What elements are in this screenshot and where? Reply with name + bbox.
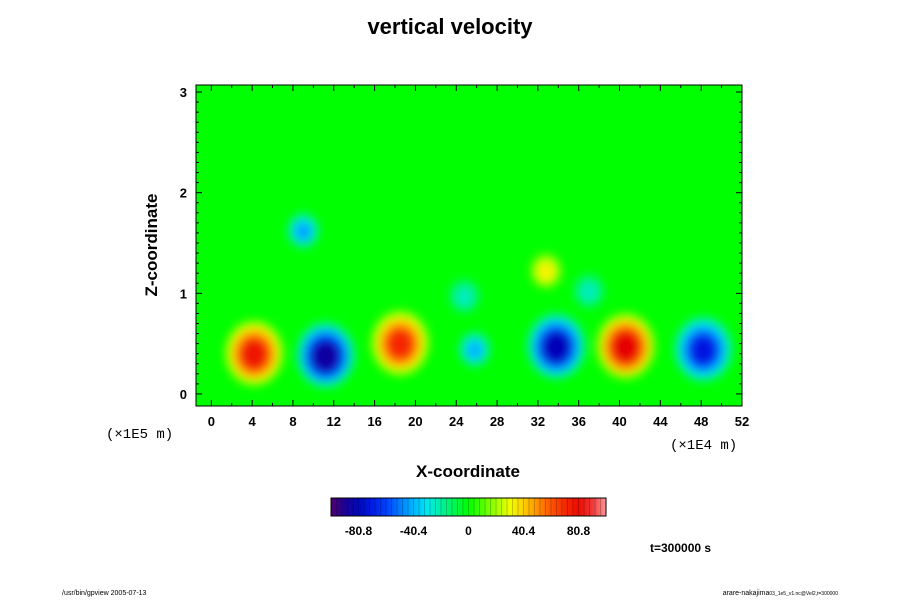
footer-right-small: 03_1e5_v1.nc@Vel2,t=300000 [769,591,838,597]
x-tick-label: 36 [571,414,585,429]
colorbar-tick-label: 0 [465,524,472,538]
heatmap-cell [295,223,311,240]
x-axis-label: X-coordinate [416,462,520,481]
x-scale-note: (×1E4 m) [670,438,737,454]
x-tick-label: 0 [208,414,215,429]
heatmap-cell [387,329,414,360]
x-tick-label: 4 [249,414,257,429]
heatmap-cell [241,339,268,370]
heatmap-cell [612,332,639,363]
colorbar [330,497,607,517]
x-tick-label: 24 [449,414,464,429]
x-tick-label: 8 [289,414,296,429]
colorbar-tick-label: 80.8 [567,524,591,538]
plot-frame [195,84,743,407]
x-tick-label: 32 [531,414,545,429]
heatmap-cell [690,335,717,366]
y-tick-label: 3 [180,85,187,100]
x-tick-label: 52 [735,414,749,429]
heatmap-cell [581,284,597,301]
y-tick-label: 2 [180,186,187,201]
y-tick-label: 0 [180,387,187,402]
colorbar-tick-label: -40.4 [400,524,428,538]
heatmap-cell [543,332,570,363]
y-tick-label: 1 [180,286,187,301]
time-label: t=300000 s [650,541,712,555]
y-scale-note: (×1E5 m) [106,427,173,443]
heatmap-cell [457,289,472,306]
x-tick-label: 20 [408,414,422,429]
x-tick-label: 12 [327,414,341,429]
x-tick-label: 28 [490,414,504,429]
colorbar-tick-label: -80.8 [345,524,373,538]
footer-left: /usr/bin/gpview 2005-07-13 [62,590,147,597]
x-tick-label: 44 [653,414,668,429]
y-axis-label: Z-coordinate [142,194,161,297]
x-tick-label: 48 [694,414,708,429]
footer-right-main: arare-nakajima [722,590,770,597]
x-tick-label: 16 [367,414,381,429]
chart-title: vertical velocity [367,14,533,39]
heatmap-cell [467,342,482,359]
heatmap-cell [312,341,339,372]
colorbar-tick-label: 40.4 [512,524,536,538]
footer-right: arare-nakajima03_1e5_v1.nc@Vel2,t=300000 [723,590,838,597]
heatmap-cell [538,263,554,281]
x-tick-label: 40 [612,414,626,429]
